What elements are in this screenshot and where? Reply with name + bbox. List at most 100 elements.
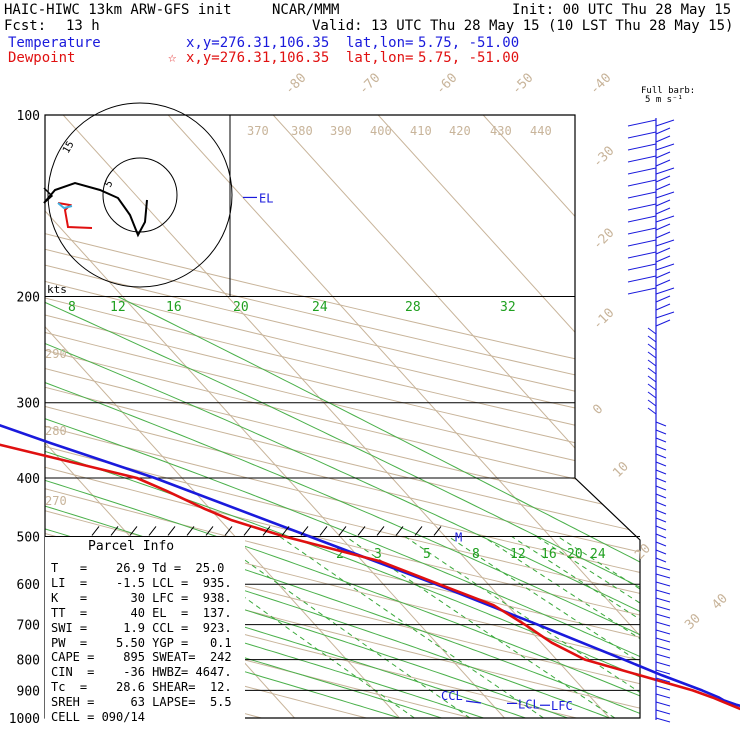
mixing-ratio-line xyxy=(211,536,471,718)
wind-barb xyxy=(655,239,675,247)
ccl-marker xyxy=(465,700,482,704)
wind-barb xyxy=(655,685,671,691)
dry-adiabat xyxy=(45,115,630,718)
fcst-label: Fcst: xyxy=(4,18,47,34)
wind-barb xyxy=(627,251,657,259)
wind-barb xyxy=(627,179,657,187)
wind-barb xyxy=(647,359,657,367)
temperature-legend-xy: x,y=276.31,106.35 xyxy=(186,35,330,51)
parcel-info-row: PW = 5.50 YGP = 0.1 xyxy=(51,635,232,650)
wind-barb xyxy=(627,167,657,175)
wind-barb xyxy=(655,215,675,223)
hatch-mark xyxy=(395,526,404,536)
wind-barb xyxy=(647,343,657,351)
wind-barb xyxy=(655,557,667,563)
hatch-mark xyxy=(129,526,138,536)
dry-adiabat xyxy=(45,115,640,718)
pressure-tick-label: 400 xyxy=(17,472,40,487)
wind-barb xyxy=(627,287,657,295)
hatch-mark xyxy=(414,526,423,536)
model-title: HAIC-HIWC 13km ARW-GFS init xyxy=(4,2,232,18)
wind-barb xyxy=(627,203,657,211)
mixing-ratio-label: 20 xyxy=(233,300,249,315)
parcel-info-row: SREH = 63 LAPSE= 5.5 xyxy=(51,695,232,710)
mixing-ratio-label: 28 xyxy=(405,300,421,315)
hatch-mark xyxy=(205,526,214,536)
hodograph-mid-segment xyxy=(57,202,73,210)
wind-barb xyxy=(655,175,671,183)
dry-adiabat-label: 290 xyxy=(45,347,67,361)
dewpoint-legend-marker: ☆ xyxy=(168,50,177,66)
wind-barb xyxy=(655,191,675,199)
mixing-ratio-line xyxy=(557,536,640,718)
dry-adiabat xyxy=(45,115,640,718)
isotherm-line xyxy=(272,115,640,718)
pressure-tick-label: 700 xyxy=(17,619,40,634)
wind-barb xyxy=(647,399,657,407)
wind-barb xyxy=(655,573,671,579)
wind-barb xyxy=(627,143,657,151)
wind-barb xyxy=(655,271,671,279)
hatch-mark xyxy=(357,526,366,536)
wind-barb xyxy=(655,199,671,207)
isotherm-label: -70 xyxy=(356,71,383,98)
ccl-label: CCL xyxy=(441,689,463,703)
temperature-legend-latlon-label: lat,lon= xyxy=(346,35,414,51)
hatch-mark xyxy=(224,526,233,536)
pressure-tick-label: 900 xyxy=(17,684,40,699)
wind-barb xyxy=(655,437,667,443)
wind-barb xyxy=(655,605,671,611)
wind-barb xyxy=(627,215,657,223)
isotherm-label: 0 xyxy=(590,402,606,418)
dry-adiabat xyxy=(45,115,640,718)
wind-barb xyxy=(655,295,671,303)
dry-adiabat xyxy=(45,115,640,718)
mixing-ratio-label: 12 xyxy=(510,547,526,562)
wind-barb xyxy=(655,509,667,515)
isotherm-label: -20 xyxy=(590,226,617,253)
theta-e-label: 430 xyxy=(490,124,512,138)
theta-e-label: 440 xyxy=(530,124,552,138)
parcel-info-panel: Parcel Info T = 26.9 Td = 25.0 LI = -1.5 … xyxy=(45,537,245,727)
mixing-ratio-label: 2 xyxy=(336,547,344,562)
wind-barb xyxy=(655,477,667,483)
hatch-mark xyxy=(319,526,328,536)
hodograph-unit-label: kts xyxy=(47,283,67,296)
mixing-ratio-label: 3 xyxy=(374,547,382,562)
mixing-ratio-label: 8 xyxy=(472,547,480,562)
wind-barb xyxy=(655,677,671,683)
isotherm-line xyxy=(45,115,400,718)
wind-barb xyxy=(655,565,671,571)
wind-barb xyxy=(655,493,667,499)
dewpoint-legend-latlon: 5.75, -51.00 xyxy=(418,50,520,66)
mixing-ratio-label: 12 xyxy=(110,300,126,315)
mixing-ratio-line xyxy=(536,536,640,718)
isotherm-line xyxy=(167,115,640,718)
wind-barb xyxy=(655,279,671,287)
dry-adiabat-label: 280 xyxy=(45,424,67,438)
isotherm-label: 40 xyxy=(709,591,731,613)
temperature-legend-latlon: 5.75, -51.00 xyxy=(418,35,520,51)
theta-e-label: 410 xyxy=(410,124,432,138)
wind-barb xyxy=(655,311,675,319)
parcel-info-row: CAPE = 895 SWEAT= 242 xyxy=(51,650,232,665)
wind-barb xyxy=(655,127,671,135)
dry-adiabat xyxy=(45,115,640,718)
wind-barb xyxy=(655,167,675,175)
hodograph-ring-label: 5 xyxy=(103,179,116,190)
hatch-mark xyxy=(91,526,100,536)
parcel-info-row: Tc = 28.6 SHEAR= 12. xyxy=(51,680,232,695)
dry-adiabat xyxy=(45,115,640,718)
lfc-label: LFC xyxy=(551,699,573,713)
pressure-tick-label: 500 xyxy=(17,530,40,545)
wind-barb xyxy=(627,239,657,247)
hodograph-upper-segment xyxy=(43,181,148,238)
mixing-ratio-label: 32 xyxy=(500,300,516,315)
wind-barb xyxy=(647,391,657,399)
wind-barb xyxy=(627,131,657,139)
barb-key-line1: Full barb: xyxy=(641,86,696,96)
wind-barb xyxy=(655,183,671,191)
wind-barb xyxy=(655,517,667,523)
dry-adiabat xyxy=(45,115,640,718)
isotherm-label: 10 xyxy=(610,459,632,481)
